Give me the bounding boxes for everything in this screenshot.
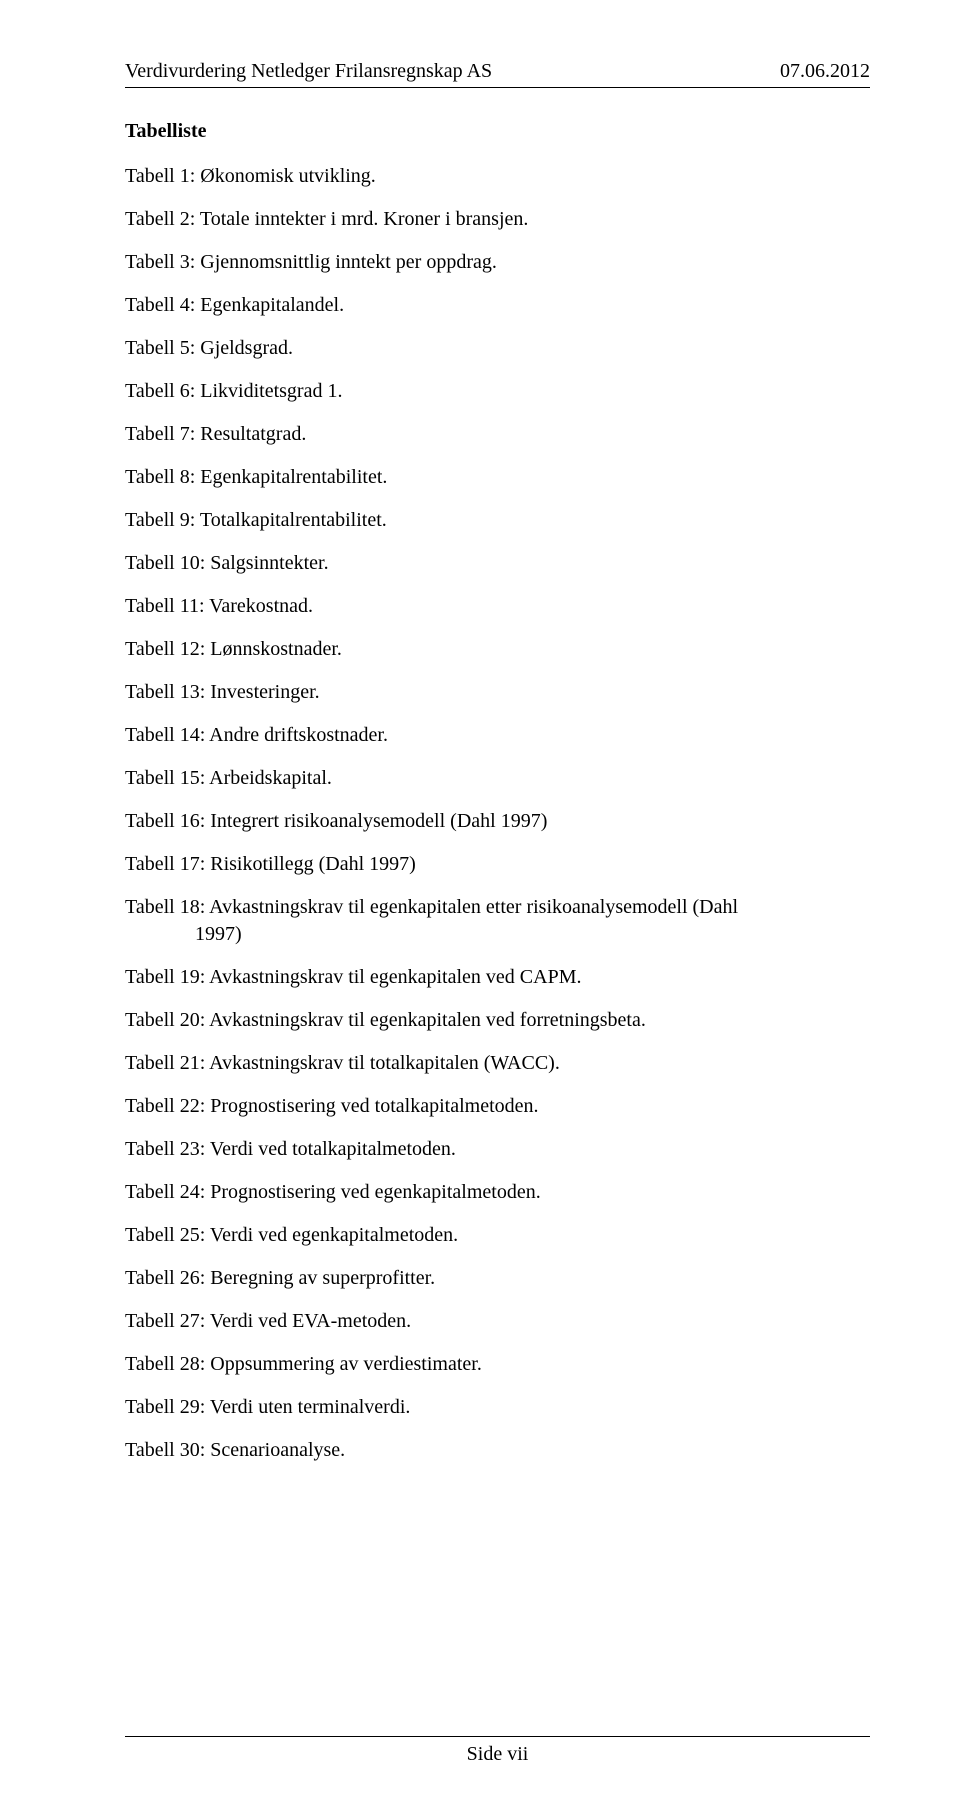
- list-item-text: Tabell 9: Totalkapitalrentabilitet.: [125, 507, 870, 534]
- list-item-text: Tabell 18: Avkastningskrav til egenkapit…: [125, 894, 870, 921]
- list-item: Tabell 3: Gjennomsnittlig inntekt per op…: [125, 249, 870, 276]
- document-page: Verdivurdering Netledger Frilansregnskap…: [0, 0, 960, 1814]
- list-item: Tabell 23: Verdi ved totalkapitalmetoden…: [125, 1136, 870, 1163]
- list-item-text: Tabell 20: Avkastningskrav til egenkapit…: [125, 1007, 870, 1034]
- header-rule: [125, 87, 870, 88]
- list-item: Tabell 24: Prognostisering ved egenkapit…: [125, 1179, 870, 1206]
- list-item: Tabell 17: Risikotillegg (Dahl 1997): [125, 851, 870, 878]
- list-item: Tabell 25: Verdi ved egenkapitalmetoden.: [125, 1222, 870, 1249]
- list-item: Tabell 1: Økonomisk utvikling.: [125, 163, 870, 190]
- list-item-text: Tabell 8: Egenkapitalrentabilitet.: [125, 464, 870, 491]
- list-item: Tabell 27: Verdi ved EVA-metoden.: [125, 1308, 870, 1335]
- list-item-text: Tabell 4: Egenkapitalandel.: [125, 292, 870, 319]
- list-item-text: Tabell 24: Prognostisering ved egenkapit…: [125, 1179, 870, 1206]
- list-item: Tabell 22: Prognostisering ved totalkapi…: [125, 1093, 870, 1120]
- list-item: Tabell 7: Resultatgrad.: [125, 421, 870, 448]
- list-item-text: Tabell 7: Resultatgrad.: [125, 421, 870, 448]
- list-item: Tabell 26: Beregning av superprofitter.: [125, 1265, 870, 1292]
- list-item: Tabell 4: Egenkapitalandel.: [125, 292, 870, 319]
- list-item-text: Tabell 6: Likviditetsgrad 1.: [125, 378, 870, 405]
- table-list: Tabell 1: Økonomisk utvikling. Tabell 2: …: [125, 163, 870, 1464]
- list-item-text: Tabell 30: Scenarioanalyse.: [125, 1437, 870, 1464]
- list-item-text: Tabell 26: Beregning av superprofitter.: [125, 1265, 870, 1292]
- list-item-text: Tabell 1: Økonomisk utvikling.: [125, 163, 870, 190]
- list-item: Tabell 28: Oppsummering av verdiestimate…: [125, 1351, 870, 1378]
- list-item: Tabell 11: Varekostnad.: [125, 593, 870, 620]
- list-item-text: Tabell 2: Totale inntekter i mrd. Kroner…: [125, 206, 870, 233]
- list-item-text: Tabell 23: Verdi ved totalkapitalmetoden…: [125, 1136, 870, 1163]
- list-item: Tabell 19: Avkastningskrav til egenkapit…: [125, 964, 870, 991]
- list-item-text: Tabell 22: Prognostisering ved totalkapi…: [125, 1093, 870, 1120]
- list-item-text: Tabell 28: Oppsummering av verdiestimate…: [125, 1351, 870, 1378]
- list-item: Tabell 8: Egenkapitalrentabilitet.: [125, 464, 870, 491]
- list-item-text: Tabell 16: Integrert risikoanalysemodell…: [125, 808, 870, 835]
- list-item: Tabell 15: Arbeidskapital.: [125, 765, 870, 792]
- list-item: Tabell 6: Likviditetsgrad 1.: [125, 378, 870, 405]
- list-item-text: Tabell 3: Gjennomsnittlig inntekt per op…: [125, 249, 870, 276]
- list-item-continuation: 1997): [125, 921, 870, 948]
- list-item: Tabell 29: Verdi uten terminalverdi.: [125, 1394, 870, 1421]
- list-item-text: Tabell 10: Salgsinntekter.: [125, 550, 870, 577]
- list-item: Tabell 13: Investeringer.: [125, 679, 870, 706]
- list-item-text: Tabell 11: Varekostnad.: [125, 593, 870, 620]
- list-item: Tabell 12: Lønnskostnader.: [125, 636, 870, 663]
- page-header: Verdivurdering Netledger Frilansregnskap…: [125, 60, 870, 83]
- list-item-text: Tabell 15: Arbeidskapital.: [125, 765, 870, 792]
- list-item-text: Tabell 19: Avkastningskrav til egenkapit…: [125, 964, 870, 991]
- list-item-text: Tabell 21: Avkastningskrav til totalkapi…: [125, 1050, 870, 1077]
- list-item: Tabell 5: Gjeldsgrad.: [125, 335, 870, 362]
- list-item: Tabell 9: Totalkapitalrentabilitet.: [125, 507, 870, 534]
- list-item-text: Tabell 12: Lønnskostnader.: [125, 636, 870, 663]
- list-item-text: Tabell 14: Andre driftskostnader.: [125, 722, 870, 749]
- list-item: Tabell 2: Totale inntekter i mrd. Kroner…: [125, 206, 870, 233]
- page-number: Side vii: [125, 1743, 870, 1766]
- section-title: Tabelliste: [125, 120, 870, 143]
- header-left: Verdivurdering Netledger Frilansregnskap…: [125, 60, 492, 83]
- page-footer: Side vii: [125, 1736, 870, 1766]
- list-item-text: Tabell 27: Verdi ved EVA-metoden.: [125, 1308, 870, 1335]
- list-item-text: Tabell 5: Gjeldsgrad.: [125, 335, 870, 362]
- footer-rule: [125, 1736, 870, 1737]
- list-item: Tabell 18: Avkastningskrav til egenkapit…: [125, 894, 870, 948]
- list-item-text: Tabell 13: Investeringer.: [125, 679, 870, 706]
- list-item: Tabell 14: Andre driftskostnader.: [125, 722, 870, 749]
- list-item-text: Tabell 25: Verdi ved egenkapitalmetoden.: [125, 1222, 870, 1249]
- list-item: Tabell 16: Integrert risikoanalysemodell…: [125, 808, 870, 835]
- header-right: 07.06.2012: [780, 60, 870, 83]
- list-item: Tabell 10: Salgsinntekter.: [125, 550, 870, 577]
- list-item-text: Tabell 29: Verdi uten terminalverdi.: [125, 1394, 870, 1421]
- list-item: Tabell 20: Avkastningskrav til egenkapit…: [125, 1007, 870, 1034]
- list-item: Tabell 21: Avkastningskrav til totalkapi…: [125, 1050, 870, 1077]
- list-item-text: Tabell 17: Risikotillegg (Dahl 1997): [125, 851, 870, 878]
- list-item: Tabell 30: Scenarioanalyse.: [125, 1437, 870, 1464]
